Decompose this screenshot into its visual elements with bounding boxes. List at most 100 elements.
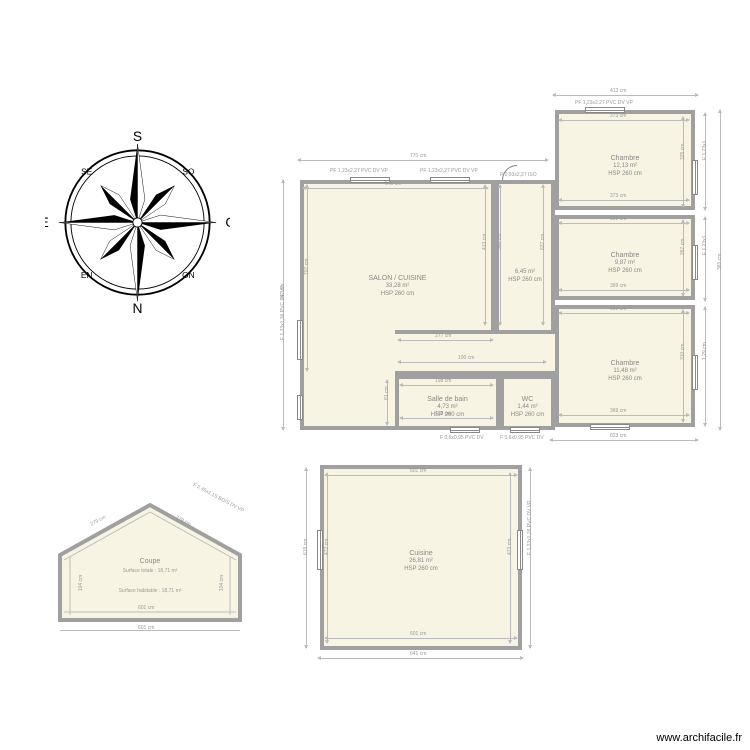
chambre2-area: 9,87 m² — [559, 260, 691, 268]
dim-label: 81 cm — [384, 386, 390, 400]
dim-line-h — [400, 418, 493, 419]
dim-label: 390 cm — [497, 234, 503, 250]
chambre1-area: 12,13 m² — [559, 163, 691, 171]
dim-line-h — [553, 95, 698, 96]
dim-line-v — [500, 185, 501, 325]
dim-label: 823 cm — [610, 433, 626, 439]
dim-label: F 1,23x1,26 PVC DV VP — [527, 501, 533, 555]
window — [297, 395, 303, 420]
dim-line-v — [543, 185, 544, 325]
wc-hsp: HSP 260 cm — [504, 412, 551, 420]
compass-w: E — [45, 214, 49, 230]
dim-line-h — [559, 415, 689, 416]
window — [510, 427, 540, 433]
dim-line-h — [559, 200, 689, 201]
dim-line-h — [559, 120, 689, 121]
dim-line-h — [559, 223, 689, 224]
window — [692, 245, 698, 280]
coupe-dim-b1: 601 cm — [138, 605, 154, 611]
dim-line-v — [720, 110, 721, 430]
dim-label: 198 cm — [435, 378, 451, 384]
spec-label: PF 1,23x2,27 PVC DV VP — [420, 168, 478, 174]
dim-line-v — [705, 113, 706, 210]
spec-label: F 1,23x1,36 PVC DV VP — [280, 286, 286, 340]
floorplan-canvas: S N O E SO SE ON EN 279 cm 279 cm F 2,45… — [0, 0, 750, 750]
dim-line-h — [398, 362, 546, 363]
window — [517, 530, 523, 570]
dim-line-v — [306, 468, 307, 648]
dim-line-v — [705, 217, 706, 301]
dim-label: 601 cm — [410, 631, 426, 637]
dim-line-v — [705, 307, 706, 426]
dim-line-v — [510, 473, 511, 643]
dim-label: 619 cm — [303, 539, 309, 555]
compass-s: N — [132, 300, 142, 315]
dim-label: 373 cm — [610, 113, 626, 119]
dim-line-h — [400, 385, 493, 386]
section-coupe: 279 cm 279 cm F 2,45x1,1S BOIS DV VP 104… — [50, 490, 250, 640]
salon-area: 33,28 m² — [304, 283, 491, 291]
dim-label: 472 cm — [507, 539, 513, 555]
room-wc: WC 1,44 m² HSP 260 cm — [500, 375, 555, 430]
salon-hsp: HSP 260 cm — [304, 291, 491, 299]
watermark: www.archifacile.fr — [656, 732, 742, 744]
dim-label: 472 cm — [324, 539, 330, 555]
window — [430, 177, 470, 183]
dim-label: 641 cm — [410, 651, 426, 657]
dim-line-h — [318, 658, 523, 659]
dim-line-h — [298, 160, 548, 161]
dim-label: 365 cm — [717, 254, 723, 270]
dim-label: 267 cm — [680, 239, 686, 255]
coupe-line2: Surface habitable : 18,71 m² — [50, 588, 250, 594]
dim-line-h — [559, 313, 689, 314]
cuisine-hsp: HSP 260 cm — [324, 566, 518, 574]
dim-label: 601 cm — [410, 468, 426, 474]
salon-name: SALON / CUISINE — [304, 274, 491, 283]
dim-label: 1,29 cm — [702, 342, 708, 360]
coupe-line1: Surface totale : 18,71 m² — [50, 568, 250, 574]
dim-label: 637 cm — [540, 234, 546, 250]
chambre3-hsp: HSP 260 cm — [559, 376, 691, 384]
window — [317, 530, 323, 570]
hall-notch — [395, 330, 555, 375]
dim-label: 770 cm — [410, 153, 426, 159]
dim-label: 369 cm — [610, 283, 626, 289]
window — [692, 160, 698, 195]
spec-label: F 0,6x0,95 PVC DV — [440, 435, 484, 441]
chambre1-name: Chambre — [559, 154, 691, 163]
coupe-title: Coupe — [50, 558, 250, 565]
window — [692, 355, 698, 390]
chambre3-name: Chambre — [559, 359, 691, 368]
dim-line-v — [530, 468, 531, 648]
compass-nw: SE — [81, 166, 93, 176]
dim-label: 707 cm — [304, 259, 310, 275]
dim-label: 413 cm — [482, 234, 488, 250]
compass-rose: S N O E SO SE ON EN — [45, 130, 230, 315]
cuisine-area: 26,81 m² — [324, 558, 518, 566]
dim-label: 325 cm — [680, 144, 686, 160]
compass-se: ON — [182, 270, 194, 280]
wc-name: WC — [504, 395, 551, 404]
chambre2-name: Chambre — [559, 251, 691, 260]
dim-label: 413 cm — [610, 88, 626, 94]
dim-line-h — [398, 340, 493, 341]
window — [590, 424, 630, 430]
compass-sw: EN — [81, 270, 93, 280]
cuisine-name: Cuisine — [324, 549, 518, 558]
dim-label: 369 cm — [610, 216, 626, 222]
dim-line-h — [559, 290, 689, 291]
dim-label: 310 cm — [680, 344, 686, 360]
dim-line-h — [325, 475, 517, 476]
dim-line-h — [325, 638, 517, 639]
dim-label: 198 cm — [435, 411, 451, 417]
dim-line-v — [683, 220, 684, 296]
dim-line-v — [327, 473, 328, 643]
dim-line-v — [683, 117, 684, 207]
dim-line-h — [550, 440, 698, 441]
dim-label: F 1,23x1 — [702, 141, 708, 160]
dim-line-v — [683, 310, 684, 422]
dim-label: F 1,23x1 — [702, 236, 708, 255]
window — [450, 427, 480, 433]
compass-ne: SO — [182, 166, 195, 176]
chambre2-hsp: HSP 260 cm — [559, 268, 691, 276]
